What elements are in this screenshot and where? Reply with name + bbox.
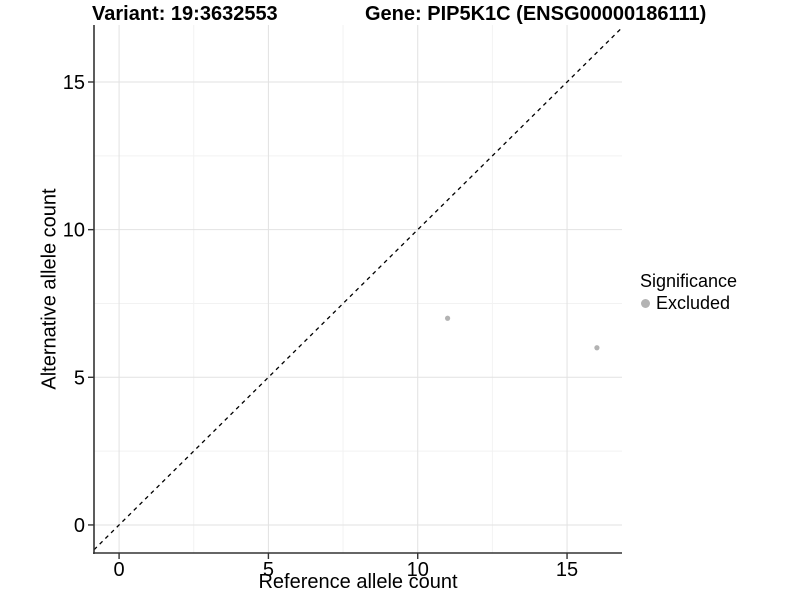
x-axis-title: Reference allele count xyxy=(258,571,458,593)
legend-item-label: Excluded xyxy=(656,292,731,313)
y-tick-label: 5 xyxy=(74,367,85,389)
data-point xyxy=(594,345,600,351)
y-tick-label: 15 xyxy=(63,72,85,94)
legend-key-dot-icon xyxy=(641,298,650,308)
identity-reference-line xyxy=(93,27,623,551)
legend-item: Excluded xyxy=(641,292,737,314)
x-tick-label: 5 xyxy=(263,559,274,581)
legend-items: Excluded xyxy=(640,292,737,314)
x-tick-label: 15 xyxy=(556,559,578,581)
y-tick-label: 10 xyxy=(63,220,85,242)
legend: Significance Excluded xyxy=(640,270,737,314)
gene-title: Gene: PIP5K1C (ENSG00000186111) xyxy=(365,3,707,25)
y-axis-title: Alternative allele count xyxy=(38,188,61,390)
y-tick-label: 0 xyxy=(74,515,85,537)
legend-title: Significance xyxy=(640,271,738,291)
data-point xyxy=(444,315,451,321)
x-tick-label: 0 xyxy=(114,559,125,581)
variant-title: Variant: 19:3632553 xyxy=(92,3,278,25)
x-tick-label: 10 xyxy=(407,559,429,581)
